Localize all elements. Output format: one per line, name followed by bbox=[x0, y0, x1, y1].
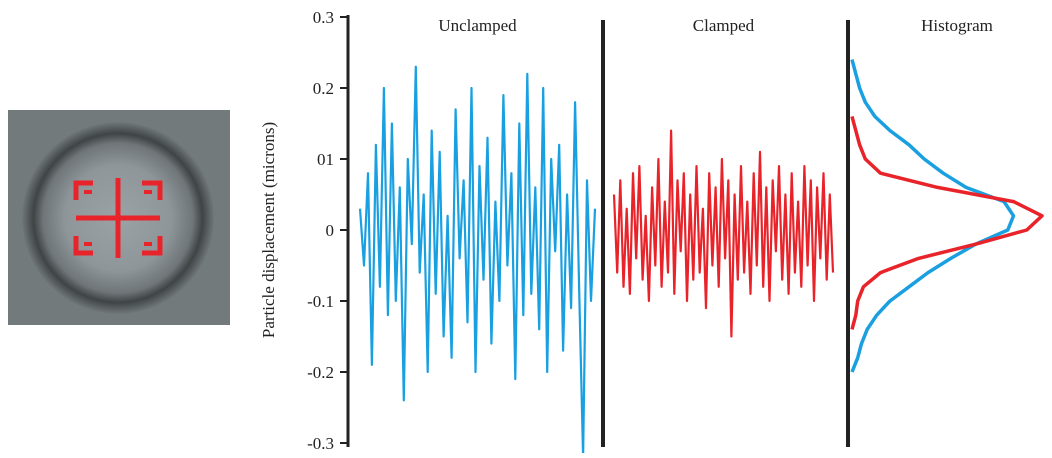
bead-image bbox=[8, 110, 230, 325]
panel-title: Clamped bbox=[693, 16, 755, 35]
y-tick-label: 0.3 bbox=[313, 8, 334, 27]
y-axis-label: Particle displacement (microns) bbox=[259, 122, 278, 338]
y-tick-label: 0 bbox=[326, 221, 335, 240]
y-tick-label: -0.3 bbox=[307, 434, 334, 453]
histogram-curve bbox=[852, 116, 1042, 329]
y-tick-label: 01 bbox=[317, 150, 334, 169]
trace bbox=[614, 131, 833, 337]
histogram-curve bbox=[852, 60, 1014, 372]
panel-title: Histogram bbox=[921, 16, 993, 35]
trace bbox=[360, 67, 595, 453]
panel-title: Unclamped bbox=[438, 16, 517, 35]
page: {"chart_data": { "type": "line", "y_labe… bbox=[0, 0, 1052, 458]
figure: Particle displacement (microns) -0.3 -0.2… bbox=[0, 0, 1052, 453]
y-tick-label: 0.2 bbox=[313, 79, 334, 98]
y-tick-label: -0.2 bbox=[307, 363, 334, 382]
y-tick-label: -0.1 bbox=[307, 292, 334, 311]
